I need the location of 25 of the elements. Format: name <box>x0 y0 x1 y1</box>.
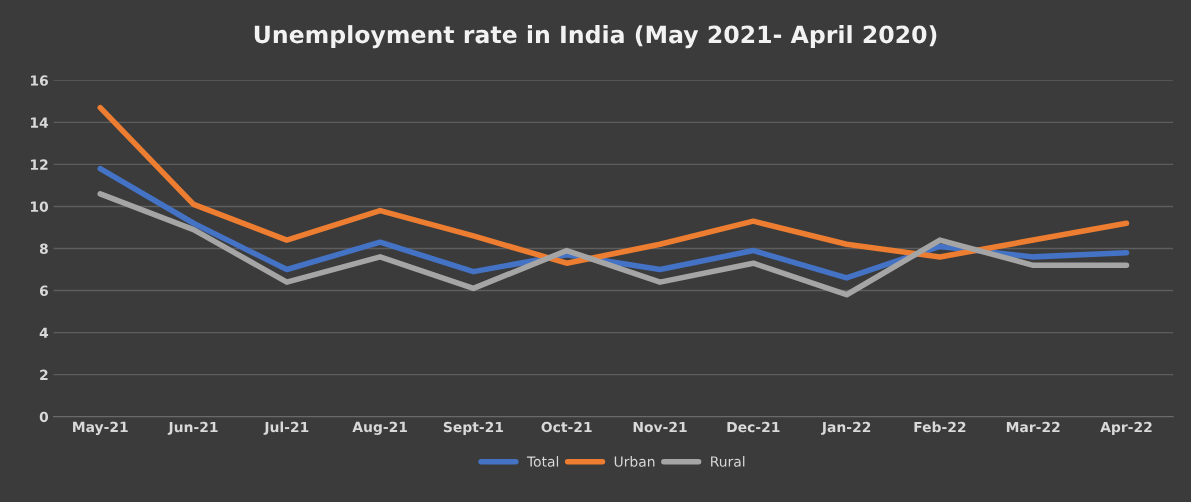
x-tick-label: Sept-21 <box>443 421 504 435</box>
y-tick-label: 10 <box>30 201 49 212</box>
x-tick-label: Apr-22 <box>1100 421 1152 435</box>
x-tick-label: Jul-21 <box>263 421 309 435</box>
legend-label: Rural <box>711 456 745 467</box>
legend-label: Total <box>526 456 559 467</box>
x-tick-label: Nov-21 <box>633 421 687 433</box>
x-tick-label: Aug-21 <box>352 421 408 435</box>
y-tick-label: 2 <box>40 369 48 380</box>
y-tick-label: 4 <box>39 327 49 338</box>
chart-title: Unemployment rate in India (May 2021- April 2020) <box>254 25 937 49</box>
x-tick-label: Dec-21 <box>727 421 780 433</box>
y-tick-label: 14 <box>30 117 49 128</box>
y-tick-label: 12 <box>30 159 48 170</box>
x-tick-label: Feb-22 <box>914 421 966 433</box>
y-tick-label: 0 <box>39 411 49 423</box>
y-tick-label: 16 <box>30 75 48 86</box>
y-tick-label: 8 <box>39 243 48 254</box>
x-tick-label: May-21 <box>73 421 128 435</box>
x-tick-label: Jun-21 <box>167 421 218 435</box>
legend-label: Urban <box>614 456 655 467</box>
x-tick-label: Mar-22 <box>1006 421 1060 433</box>
y-tick-label: 6 <box>39 285 48 297</box>
x-tick-label: Jan-22 <box>821 421 871 435</box>
x-tick-label: Oct-21 <box>541 421 592 433</box>
